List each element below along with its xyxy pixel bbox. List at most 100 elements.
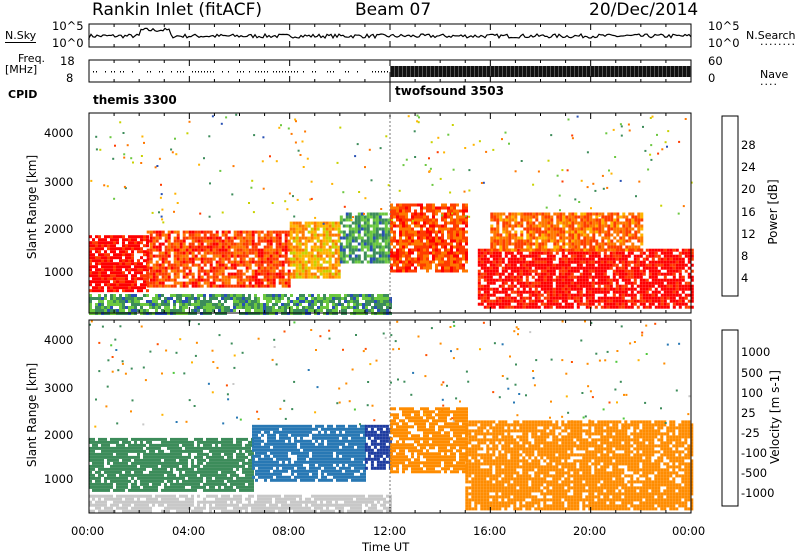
power-cell <box>191 297 194 300</box>
power-cell <box>604 230 608 234</box>
power-cell <box>176 281 180 285</box>
power-cell <box>173 242 177 246</box>
power-scatter <box>436 151 439 154</box>
power-cell <box>209 251 213 255</box>
power-cell <box>170 269 174 273</box>
velocity-cell <box>89 482 92 486</box>
power-cell <box>269 281 273 285</box>
power-cell <box>101 241 104 245</box>
power-cell <box>292 227 296 231</box>
power-cell <box>603 251 607 255</box>
power-cell <box>519 296 523 300</box>
power-cell <box>209 294 212 297</box>
power-scatter <box>567 118 570 121</box>
power-scatter <box>208 135 211 138</box>
power-cell <box>212 269 216 273</box>
power-cell <box>519 281 523 285</box>
power-cell <box>588 290 592 294</box>
power-cell <box>152 263 156 267</box>
power-cell <box>556 227 560 231</box>
velocity-cell <box>110 482 113 486</box>
power-cb-4: 4 <box>741 271 749 285</box>
power-cell <box>622 239 626 243</box>
power-scatter <box>284 200 287 203</box>
freq-bar <box>462 66 463 77</box>
power-cell <box>616 230 620 234</box>
power-cell <box>304 239 308 243</box>
power-cell <box>684 296 688 300</box>
freq-dot <box>213 71 214 73</box>
power-cell <box>399 260 402 264</box>
power-scatter <box>322 222 325 225</box>
power-cell <box>182 284 186 288</box>
power-cell <box>505 224 509 228</box>
power-cell <box>89 247 92 251</box>
velocity-cell <box>131 464 134 468</box>
power-cell <box>534 263 538 267</box>
power-cell <box>89 244 92 248</box>
power-cell <box>387 254 391 258</box>
power-cell <box>613 221 617 225</box>
power-cell <box>257 269 261 273</box>
power-cell <box>375 218 379 222</box>
power-cell <box>230 309 233 312</box>
power-cell <box>420 254 423 258</box>
power-cell <box>408 209 411 213</box>
power-cell <box>137 309 140 312</box>
power-cell <box>601 212 605 216</box>
power-cell <box>251 248 255 252</box>
power-cell <box>143 265 146 269</box>
power-cell <box>558 290 562 294</box>
power-cell <box>134 286 137 290</box>
power-cell <box>393 230 396 234</box>
power-cell <box>224 263 228 267</box>
velocity-cell <box>113 476 116 480</box>
power-cell <box>245 309 248 312</box>
power-cell <box>636 254 640 258</box>
power-cell <box>245 278 249 282</box>
power-cell <box>405 257 408 261</box>
power-cell <box>393 239 396 243</box>
power-cell <box>173 275 177 279</box>
power-cell <box>328 248 332 252</box>
power-cell <box>221 248 225 252</box>
velocity-cell <box>134 440 137 444</box>
power-cell <box>625 230 629 234</box>
power-cell <box>564 257 568 261</box>
power-cell <box>152 245 156 249</box>
power-cell <box>281 306 284 309</box>
power-cell <box>239 297 242 300</box>
power-cell <box>601 230 605 234</box>
power-cell <box>322 260 326 264</box>
power-cell <box>678 293 682 297</box>
power-cell <box>227 275 231 279</box>
power-scatter <box>232 165 235 168</box>
power-cell <box>212 236 216 240</box>
power-cell <box>558 263 562 267</box>
power-cell <box>465 257 468 261</box>
power-cell <box>182 275 186 279</box>
power-cell <box>374 300 377 303</box>
power-cell <box>95 306 98 309</box>
velocity-cell <box>92 437 95 441</box>
power-cell <box>574 248 578 252</box>
power-cell <box>621 302 625 306</box>
power-cell <box>534 287 538 291</box>
power-cell <box>378 245 382 249</box>
power-cell <box>372 215 376 219</box>
power-cell <box>281 284 285 288</box>
power-cell <box>420 263 423 267</box>
power-cell <box>122 259 125 263</box>
power-cell <box>98 244 101 248</box>
power-cell <box>275 257 279 261</box>
power-cell <box>203 230 207 234</box>
power-cell <box>547 215 551 219</box>
power-cell <box>381 257 385 261</box>
power-cell <box>301 236 305 240</box>
power-cell <box>456 221 459 225</box>
power-cell <box>179 300 182 303</box>
power-cell <box>185 236 189 240</box>
power-cell <box>606 284 610 288</box>
power-cell <box>625 218 629 222</box>
power-cell <box>550 233 554 237</box>
